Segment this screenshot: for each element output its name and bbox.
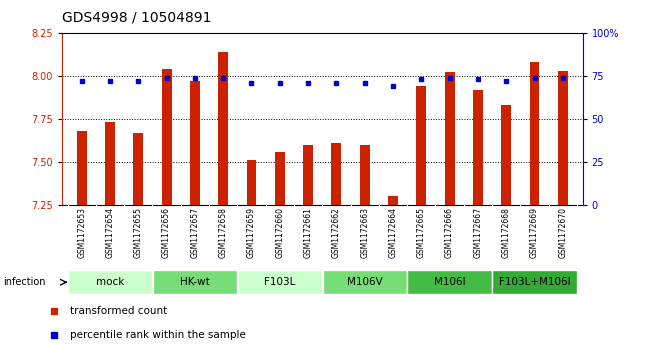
Text: mock: mock — [96, 277, 124, 287]
Bar — [238, 270, 322, 294]
Bar — [161, 69, 171, 205]
Bar — [529, 62, 540, 205]
Text: GSM1172664: GSM1172664 — [389, 207, 398, 258]
Text: infection: infection — [3, 277, 46, 287]
Bar — [360, 145, 370, 205]
Bar — [408, 270, 492, 294]
Bar — [247, 160, 256, 205]
Text: GSM1172655: GSM1172655 — [133, 207, 143, 258]
Bar — [417, 86, 426, 205]
Text: GSM1172670: GSM1172670 — [559, 207, 567, 258]
Text: GSM1172658: GSM1172658 — [219, 207, 228, 258]
Text: GSM1172661: GSM1172661 — [303, 207, 312, 258]
Text: F103L+M106I: F103L+M106I — [499, 277, 570, 287]
Text: M106V: M106V — [347, 277, 383, 287]
Text: GSM1172662: GSM1172662 — [332, 207, 341, 258]
Text: GSM1172656: GSM1172656 — [162, 207, 171, 258]
Text: GDS4998 / 10504891: GDS4998 / 10504891 — [62, 11, 212, 25]
Text: GSM1172666: GSM1172666 — [445, 207, 454, 258]
Bar — [105, 122, 115, 205]
Bar — [77, 131, 87, 205]
Bar — [501, 105, 511, 205]
Text: percentile rank within the sample: percentile rank within the sample — [70, 330, 246, 340]
Bar — [322, 270, 407, 294]
Text: M106I: M106I — [434, 277, 465, 287]
Text: GSM1172660: GSM1172660 — [275, 207, 284, 258]
Bar — [303, 145, 313, 205]
Text: F103L: F103L — [264, 277, 296, 287]
Bar — [558, 71, 568, 205]
Text: GSM1172653: GSM1172653 — [77, 207, 86, 258]
Bar — [473, 90, 483, 205]
Bar — [388, 196, 398, 205]
Bar — [331, 143, 341, 205]
Text: GSM1172665: GSM1172665 — [417, 207, 426, 258]
Text: GSM1172668: GSM1172668 — [502, 207, 511, 258]
Text: GSM1172663: GSM1172663 — [360, 207, 369, 258]
Bar — [190, 81, 200, 205]
Text: GSM1172654: GSM1172654 — [105, 207, 115, 258]
Bar — [275, 152, 284, 205]
Bar — [133, 133, 143, 205]
Text: transformed count: transformed count — [70, 306, 167, 316]
Bar — [445, 72, 454, 205]
Text: GSM1172659: GSM1172659 — [247, 207, 256, 258]
Bar — [492, 270, 577, 294]
Text: HK-wt: HK-wt — [180, 277, 210, 287]
Bar — [153, 270, 237, 294]
Bar — [68, 270, 152, 294]
Text: GSM1172669: GSM1172669 — [530, 207, 539, 258]
Text: GSM1172667: GSM1172667 — [473, 207, 482, 258]
Text: GSM1172657: GSM1172657 — [190, 207, 199, 258]
Bar — [218, 52, 228, 205]
